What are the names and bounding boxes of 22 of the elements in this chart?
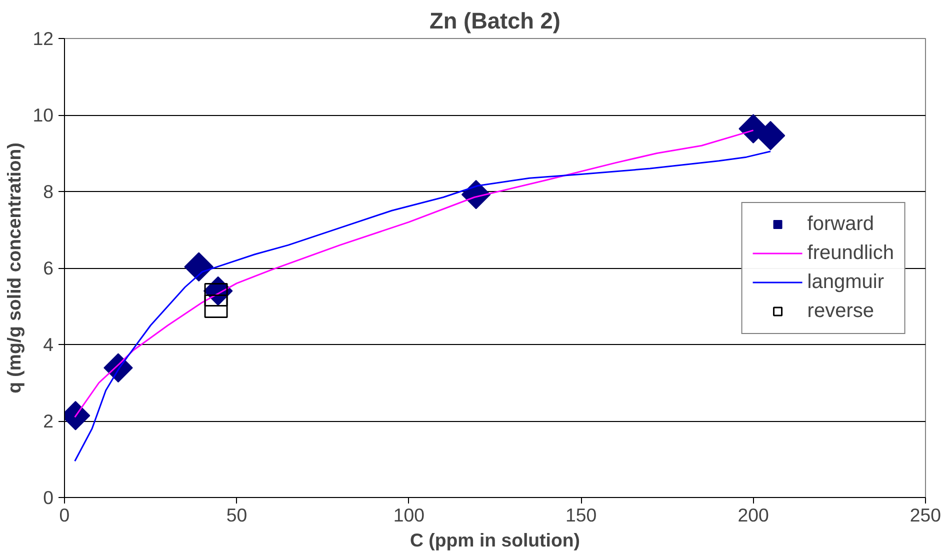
- point: [184, 252, 214, 282]
- y-tick-label: 10: [32, 104, 54, 126]
- y-tick-label: 8: [43, 181, 54, 202]
- legend-label: freundlich: [807, 242, 894, 264]
- x-tick-label: 200: [738, 504, 769, 526]
- x-tick-label: 0: [59, 504, 70, 526]
- x-tick-label: 100: [393, 504, 424, 526]
- y-tick-label: 0: [43, 487, 54, 508]
- legend-label: forward: [807, 212, 874, 236]
- y-tick-label: 2: [43, 410, 54, 432]
- x-tick-label: 50: [226, 504, 248, 526]
- y-axis-title: q (mg/g solid concentration): [4, 142, 25, 394]
- legend-label: reverse: [807, 300, 874, 322]
- y-tick-label: 12: [32, 28, 54, 49]
- x-axis-title: C (ppm in solution): [410, 530, 580, 550]
- x-tick-label: 250: [910, 504, 942, 526]
- y-tick-label: 4: [43, 334, 54, 355]
- legend-label: langmuir: [807, 270, 884, 294]
- y-tick-label: 6: [43, 258, 54, 278]
- x-tick-label: 150: [566, 504, 597, 526]
- point: [204, 294, 228, 318]
- chart-title: Zn (Batch 2): [430, 8, 560, 34]
